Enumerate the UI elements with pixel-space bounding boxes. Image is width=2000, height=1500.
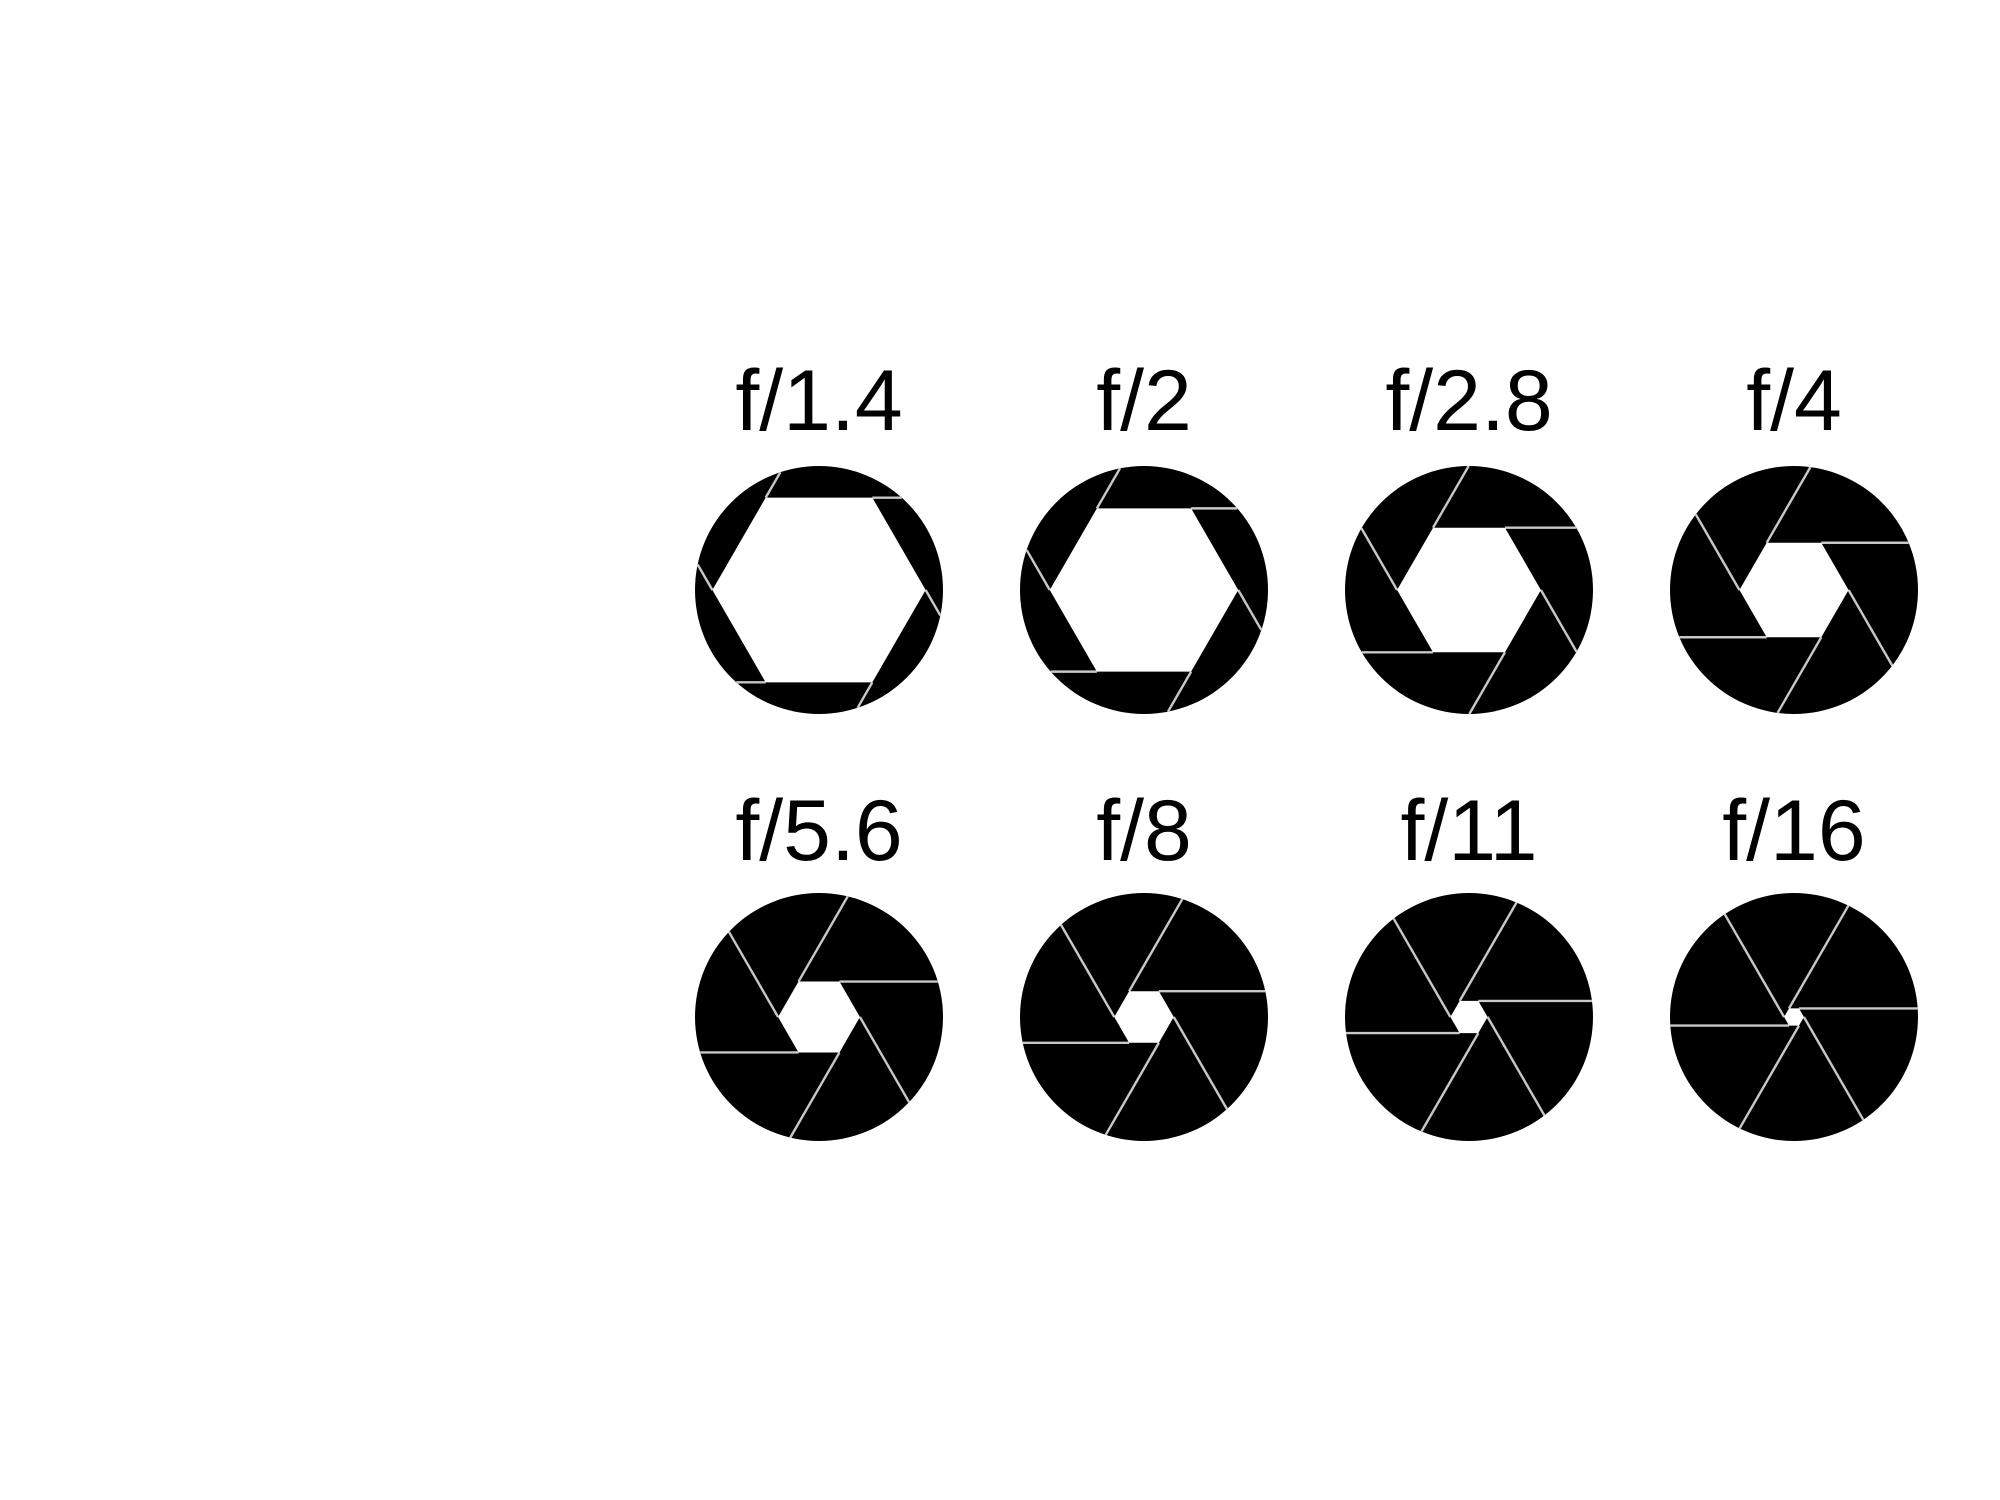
aperture-icon-f5-6 (695, 893, 943, 1141)
aperture-label-f4: f/4 (1746, 353, 1842, 449)
blade-seam (1104, 1042, 1160, 1136)
aperture-opening (1397, 527, 1541, 653)
aperture-opening (1114, 991, 1174, 1043)
blade-seam (1788, 904, 1850, 1010)
blade-seam (1694, 513, 1741, 591)
blade-seam (1172, 1016, 1229, 1110)
aperture-icon-f16 (1670, 893, 1918, 1141)
aperture-icon-f8 (1020, 893, 1268, 1141)
aperture-icon-f4 (1670, 466, 1918, 714)
blade-seam (858, 1016, 911, 1103)
aperture-label-f1-4: f/1.4 (735, 353, 903, 449)
aperture-label-f8: f/8 (1096, 783, 1192, 879)
aperture-opening (712, 497, 926, 683)
blade-seam (1486, 1016, 1546, 1117)
blade-seam (797, 895, 849, 983)
aperture-opening (1739, 542, 1849, 638)
blade-seam (1360, 527, 1399, 591)
aperture-icon-f11 (1345, 893, 1593, 1141)
aperture-label-f11: f/11 (1400, 783, 1538, 879)
blade-seam (727, 931, 780, 1018)
blade-seam (1468, 651, 1506, 715)
blade-seam (1458, 901, 1518, 1002)
blade-seam (1723, 913, 1786, 1018)
blade-seam (1420, 1032, 1480, 1133)
blade-seam (696, 563, 714, 591)
blade-seam (789, 1051, 841, 1139)
blade-seam (1776, 636, 1823, 714)
aperture-opening (1784, 1008, 1804, 1026)
blade-seam (1432, 465, 1470, 529)
blade-seam (1128, 898, 1184, 992)
blade-seam (764, 471, 782, 499)
aperture-label-f5-6: f/5.6 (735, 783, 903, 879)
aperture-opening (778, 981, 860, 1053)
blade-seam (1166, 671, 1193, 713)
blade-seam (1765, 466, 1812, 544)
aperture-label-f2: f/2 (1096, 353, 1192, 449)
aperture-label-f16: f/16 (1722, 783, 1866, 879)
aperture-opening (1049, 508, 1239, 672)
blade-seam (1237, 589, 1263, 631)
blade-seam (1847, 589, 1894, 667)
blade-seam (924, 589, 942, 617)
aperture-icon-f2-8 (1345, 465, 1593, 715)
blade-seam (856, 681, 874, 709)
blade-seam (1095, 467, 1122, 509)
aperture-label-f2-8: f/2.8 (1385, 353, 1553, 449)
aperture-icon-f1-4 (695, 466, 943, 714)
blade-seam (1392, 917, 1452, 1018)
aperture-icon-f2 (1020, 466, 1268, 714)
blade-seam (1025, 549, 1051, 591)
blade-seam (1539, 589, 1578, 653)
aperture-opening (1450, 1000, 1488, 1034)
blade-seam (1738, 1024, 1800, 1130)
blade-seam (1059, 924, 1116, 1018)
blade-seam (1802, 1016, 1865, 1121)
